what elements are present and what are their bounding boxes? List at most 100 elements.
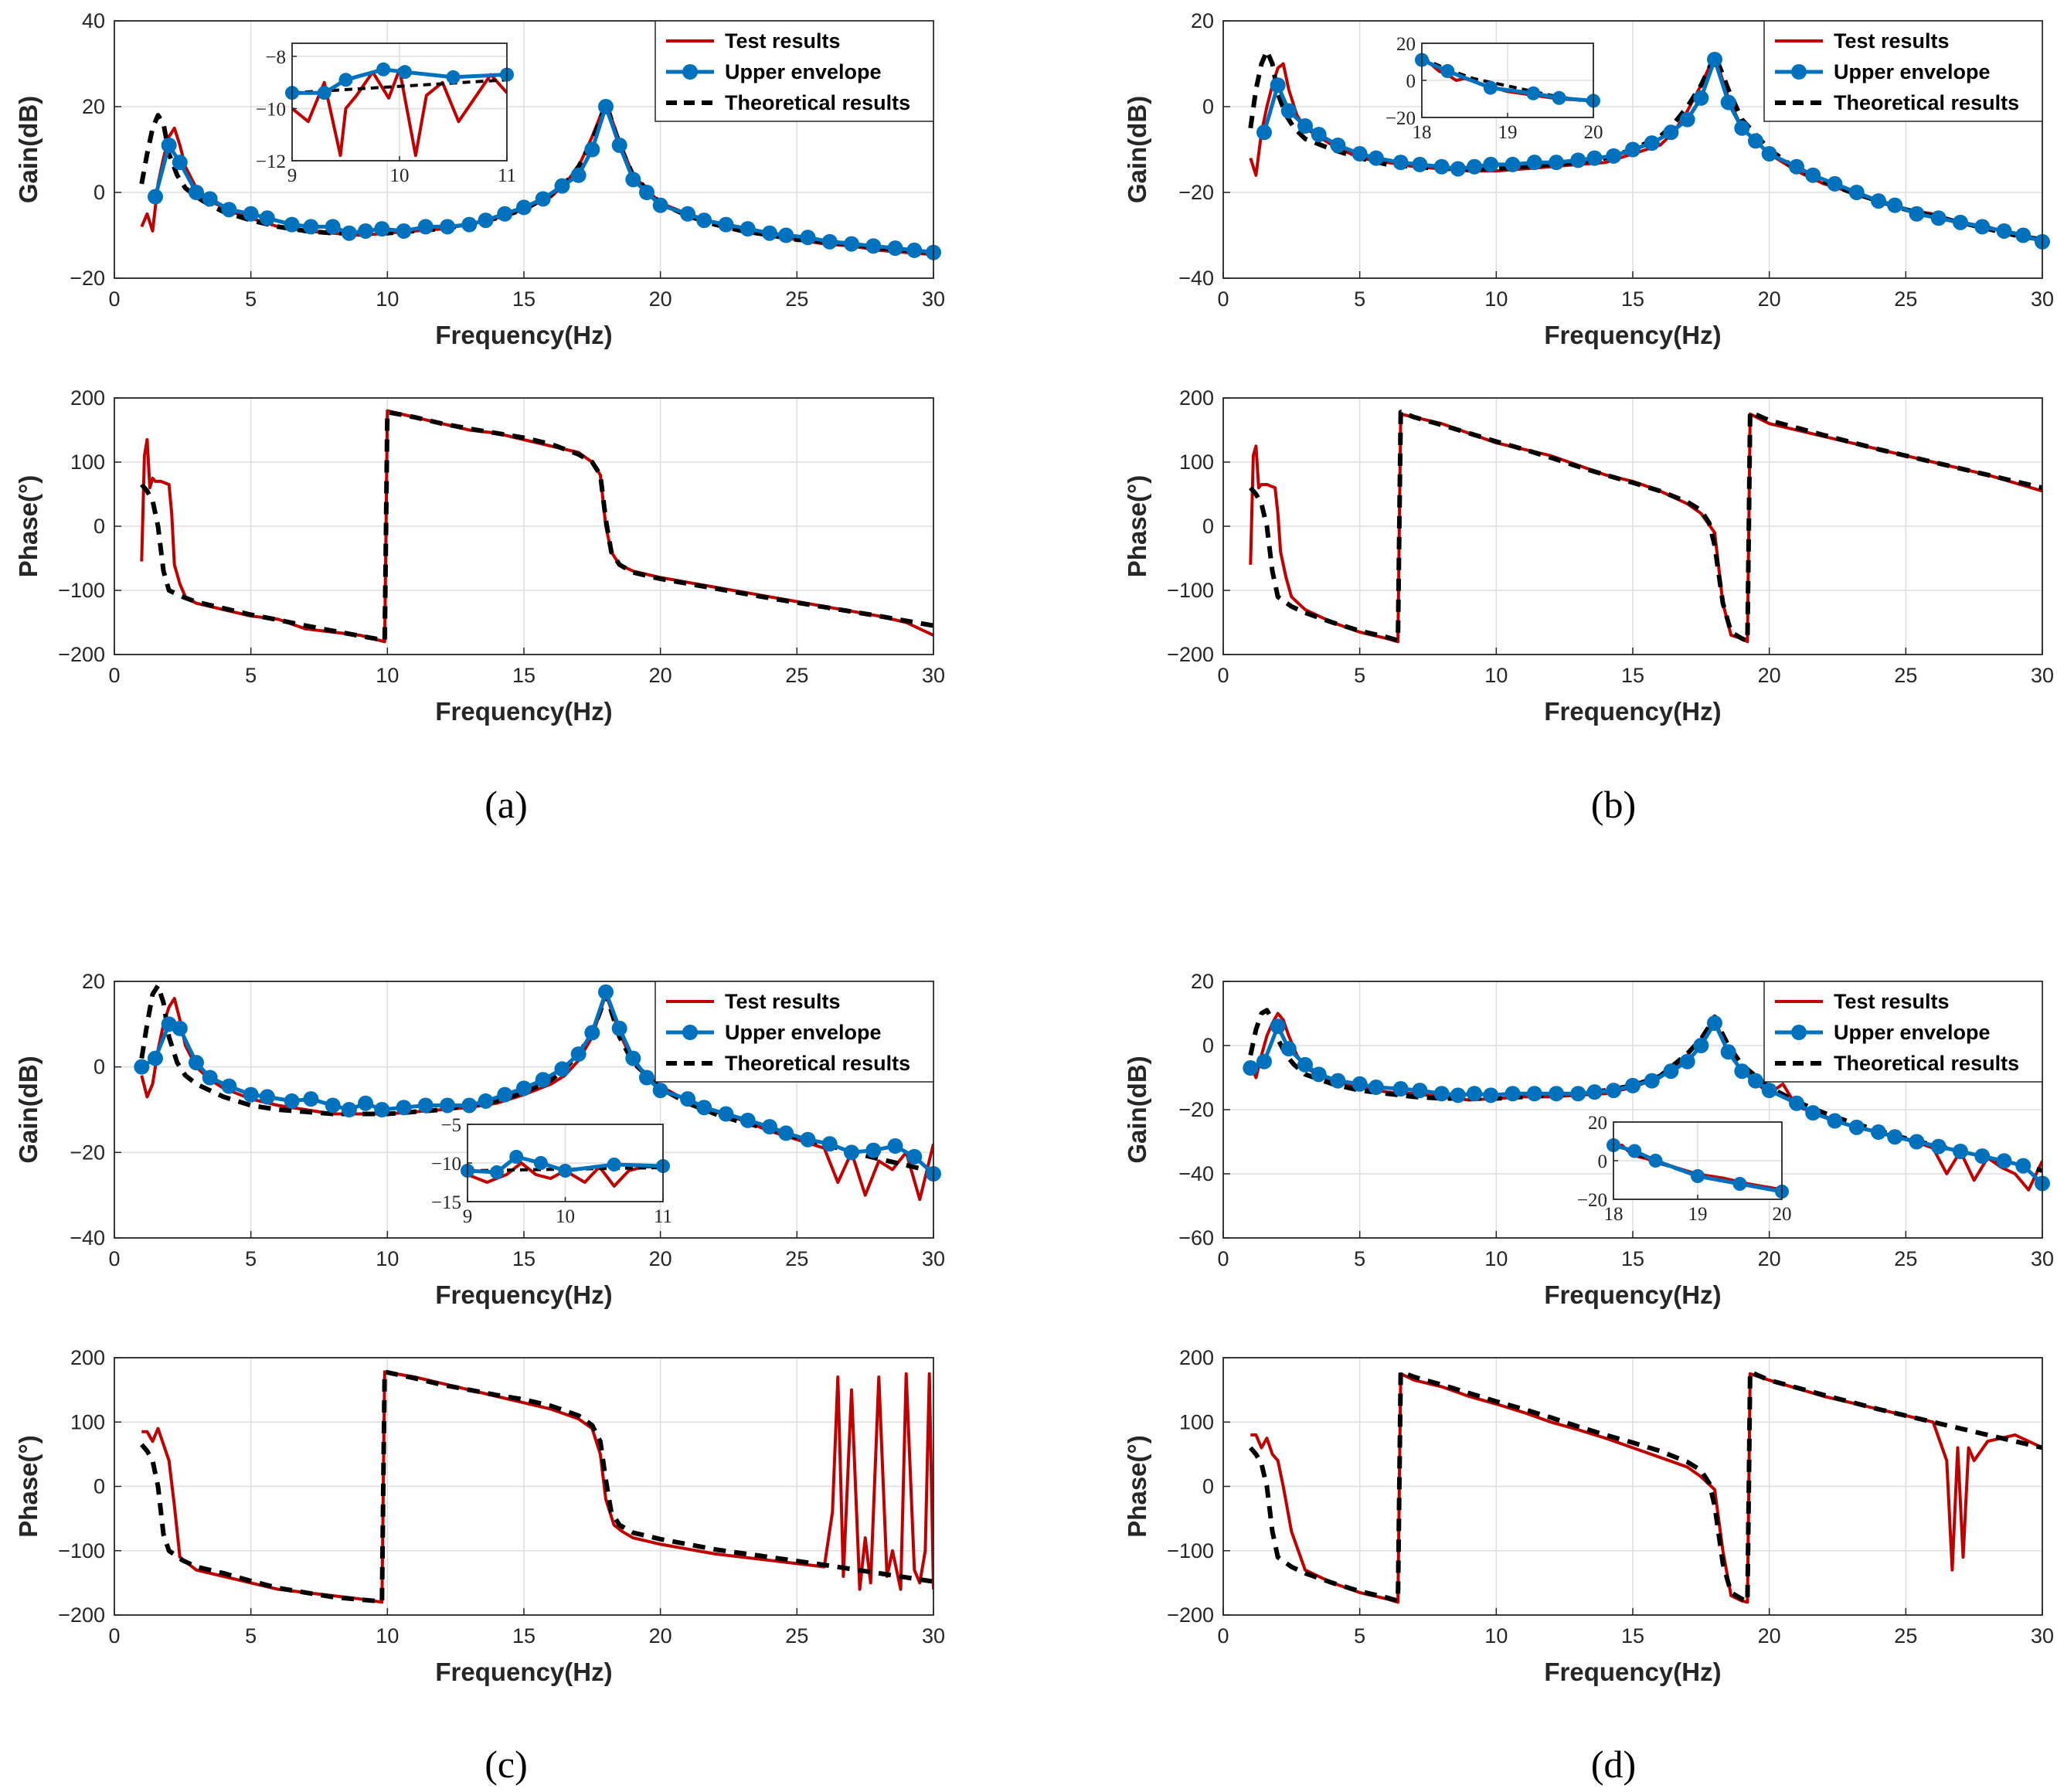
x-tick-label: 10 (1484, 1247, 1508, 1270)
envelope-point (325, 1097, 341, 1114)
envelope-point (1256, 1053, 1272, 1069)
legend-marker (1791, 64, 1807, 80)
x-tick-label: 20 (1758, 1624, 1781, 1647)
x-tick-label: 20 (1773, 1204, 1792, 1225)
x-tick-label: 20 (649, 287, 672, 311)
envelope-point (1625, 1077, 1640, 1093)
envelope-point (652, 197, 668, 213)
envelope-point (1352, 1076, 1368, 1092)
x-tick-label: 19 (1688, 1204, 1708, 1225)
y-tick-label: 200 (1179, 386, 1214, 410)
x-tick-label: 5 (1354, 287, 1365, 311)
envelope-point (1732, 1177, 1747, 1191)
envelope-point (1549, 1086, 1565, 1102)
x-axis-label: Frequency(Hz) (435, 1658, 612, 1686)
y-tick-label: 20 (82, 970, 105, 993)
y-tick-label: 200 (1179, 1346, 1214, 1369)
x-tick-label: 20 (1758, 287, 1781, 311)
legend-label: Upper envelope (1834, 60, 1991, 83)
envelope-point (497, 206, 513, 222)
envelope-point (1243, 1060, 1259, 1076)
envelope-point (762, 1119, 777, 1135)
y-tick-label: 100 (70, 1410, 105, 1433)
y-axis-label: Phase(°) (14, 475, 42, 577)
envelope-point (1467, 1086, 1483, 1102)
y-tick-label: 0 (94, 1056, 105, 1079)
y-tick-label: −200 (58, 643, 105, 666)
envelope-point (762, 225, 777, 241)
x-tick-label: 0 (1217, 1247, 1229, 1270)
envelope-point (1280, 103, 1297, 119)
envelope-point (1953, 214, 1968, 230)
envelope-point (1663, 124, 1679, 141)
x-tick-label: 30 (2031, 287, 2054, 311)
envelope-point (1570, 1086, 1586, 1102)
chart-c-gain-inset: 9 10 11 −15 −10 −5 (431, 1115, 672, 1227)
envelope-point (1707, 1015, 1722, 1031)
envelope-point (1280, 1041, 1297, 1057)
envelope-point (497, 1086, 513, 1103)
x-axis-label: Frequency(Hz) (1544, 1280, 1721, 1309)
envelope-point (1848, 185, 1865, 200)
envelope-point (243, 1086, 259, 1103)
envelope-point (800, 230, 816, 246)
chart-b-gain-inset: 18 19 20 −20 0 20 (1386, 34, 1603, 143)
x-axis-label: Frequency(Hz) (435, 697, 612, 726)
envelope-point (1606, 148, 1622, 164)
y-tick-label: −100 (1167, 579, 1214, 602)
envelope-point (611, 1020, 627, 1036)
legend-marker (682, 1025, 698, 1040)
envelope-point (821, 1136, 838, 1152)
y-tick-label: −12 (256, 151, 286, 172)
envelope-point (1526, 86, 1541, 100)
x-tick-label: 9 (287, 165, 298, 186)
envelope-point (1909, 1134, 1925, 1150)
envelope-point (478, 1093, 494, 1109)
envelope-point (148, 1050, 163, 1066)
envelope-point (1748, 133, 1763, 149)
legend-label: Theoretical results (725, 1052, 910, 1075)
y-tick-label: −20 (70, 1141, 105, 1164)
envelope-point (1953, 1143, 1968, 1159)
y-tick-label: 0 (1598, 1151, 1608, 1172)
x-tick-label: 5 (245, 1624, 257, 1647)
x-axis-label: Frequency(Hz) (435, 321, 612, 349)
series-theoretical-results (292, 78, 507, 95)
y-tick-label: −15 (431, 1192, 461, 1213)
x-tick-label: 30 (922, 1247, 945, 1270)
series-test-results (292, 67, 507, 158)
envelope-point (1412, 1083, 1428, 1099)
envelope-point (778, 1125, 794, 1141)
envelope-point (1440, 64, 1455, 78)
envelope-point (259, 1089, 275, 1105)
y-axis-label: Gain(dB) (1123, 1056, 1151, 1163)
x-tick-label: 10 (1484, 1624, 1508, 1647)
envelope-point (1504, 156, 1521, 172)
envelope-point (1483, 80, 1498, 95)
envelope-point (516, 1080, 532, 1097)
x-tick-label: 30 (922, 664, 945, 687)
x-tick-label: 20 (1758, 1247, 1781, 1270)
envelope-point (865, 238, 882, 254)
x-tick-label: 19 (1498, 122, 1518, 143)
envelope-point (1644, 135, 1660, 151)
envelope-point (202, 191, 218, 207)
envelope-point (189, 185, 204, 200)
envelope-point (1570, 152, 1586, 168)
y-tick-label: −100 (58, 1539, 105, 1562)
envelope-point (1526, 1086, 1542, 1102)
envelope-point (1330, 1073, 1346, 1089)
legend: Test results Upper envelope Theoretical re… (1763, 981, 2043, 1083)
envelope-point (1974, 1148, 1991, 1165)
y-tick-label: −200 (58, 1603, 105, 1627)
chart-a-phase: 0 5 10 15 20 25 30 −200 −100 0 100 200 Frequency(Hz)… (14, 386, 945, 726)
envelope-point (1606, 1083, 1622, 1099)
y-tick-label: 0 (1202, 1034, 1214, 1057)
x-tick-label: 10 (1484, 664, 1508, 687)
envelope-point (1526, 155, 1542, 171)
envelope-point (696, 213, 712, 229)
x-tick-label: 10 (556, 1206, 575, 1227)
envelope-point (303, 1091, 319, 1107)
envelope-point (1707, 51, 1722, 67)
envelope-point (865, 1142, 882, 1158)
